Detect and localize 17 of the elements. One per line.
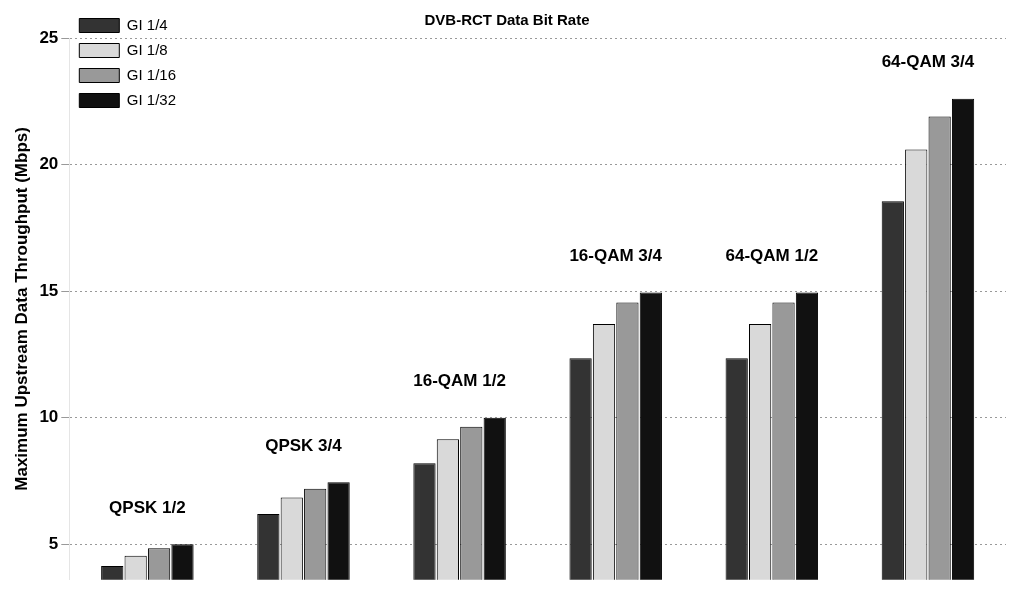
y-tick-label: 10 — [39, 407, 59, 427]
y-axis-title: Maximum Upstream Data Throughput (Mbps) — [11, 127, 31, 491]
y-tick-label: 20 — [39, 154, 59, 174]
y-tick-label: 25 — [39, 27, 59, 47]
x-tick-label: QPSK 1/2 — [109, 497, 186, 517]
legend-label: GI 1/4 — [126, 15, 168, 33]
chart-title: DVB-RCT Data Bit Rate — [424, 11, 590, 29]
x-tick-label: QPSK 3/4 — [265, 435, 343, 455]
x-tick-label: 16-QAM 3/4 — [569, 245, 663, 265]
y-tick-label: 15 — [39, 280, 59, 300]
x-tick-label: 16-QAM 1/2 — [413, 370, 506, 390]
legend-label: GI 1/32 — [126, 90, 177, 108]
x-tick-label: 64-QAM 1/2 — [725, 245, 819, 265]
legend-label: GI 1/8 — [126, 40, 168, 58]
legend-label: GI 1/16 — [126, 65, 177, 83]
y-tick-label: 5 — [48, 534, 59, 554]
x-tick-label: 64-QAM 3/4 — [881, 51, 975, 71]
